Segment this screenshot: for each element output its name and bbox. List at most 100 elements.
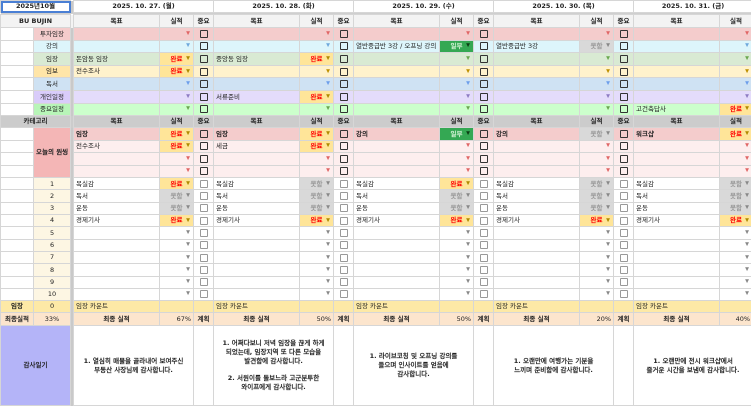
checkbox[interactable] xyxy=(200,68,208,76)
schedule-goal[interactable] xyxy=(494,28,580,41)
result-dropdown[interactable]: ▼ xyxy=(580,251,614,263)
gratitude-diary-entry[interactable]: 1. 어쩌다보니 저녁 임장을 끊게 하게 되었는데, 임장지역 또 다른 모습… xyxy=(214,326,334,406)
routine-goal[interactable]: 운동 xyxy=(494,202,580,214)
checkbox[interactable] xyxy=(340,290,348,298)
routine-goal[interactable]: 목실감 xyxy=(494,178,580,190)
checkbox[interactable] xyxy=(480,241,488,249)
checkbox[interactable] xyxy=(340,105,348,113)
result-dropdown[interactable]: 완료▼ xyxy=(720,103,751,116)
routine-goal[interactable] xyxy=(74,227,160,239)
checkbox[interactable] xyxy=(200,278,208,286)
routine-goal[interactable] xyxy=(634,227,720,239)
result-dropdown[interactable]: 못함▼ xyxy=(440,190,474,202)
result-dropdown[interactable]: 못함▼ xyxy=(580,40,614,53)
checkbox[interactable] xyxy=(340,254,348,262)
routine-goal[interactable]: 목실감 xyxy=(214,178,300,190)
result-dropdown[interactable]: ▼ xyxy=(440,78,474,91)
gratitude-diary-entry[interactable]: 1. 오랜만에 전시 워크샵에서 즐거운 시간을 보냄에 감사합니다. xyxy=(634,326,751,406)
result-dropdown[interactable]: 못함▼ xyxy=(300,178,334,190)
routine-goal[interactable] xyxy=(494,288,580,300)
result-dropdown[interactable]: ▼ xyxy=(580,90,614,103)
onething-goal[interactable]: 전수조사 xyxy=(74,140,160,153)
checkbox[interactable] xyxy=(480,68,488,76)
result-dropdown[interactable]: ▼ xyxy=(720,40,751,53)
routine-goal[interactable]: 목실감 xyxy=(634,178,720,190)
checkbox[interactable] xyxy=(480,204,488,212)
schedule-goal[interactable] xyxy=(214,40,300,53)
checkbox[interactable] xyxy=(340,192,348,200)
routine-goal[interactable] xyxy=(214,264,300,276)
schedule-goal[interactable] xyxy=(634,65,720,78)
checkbox[interactable] xyxy=(200,30,208,38)
routine-goal[interactable] xyxy=(494,227,580,239)
checkbox[interactable] xyxy=(200,266,208,274)
onething-goal[interactable]: 워크샵 xyxy=(634,128,720,141)
routine-goal[interactable]: 독서 xyxy=(494,190,580,202)
routine-goal[interactable] xyxy=(354,288,440,300)
result-dropdown[interactable]: ▼ xyxy=(720,264,751,276)
result-dropdown[interactable]: ▼ xyxy=(300,65,334,78)
checkbox[interactable] xyxy=(620,42,628,50)
onething-goal[interactable]: 강의 xyxy=(494,128,580,141)
routine-goal[interactable] xyxy=(74,264,160,276)
routine-goal[interactable]: 목실감 xyxy=(74,178,160,190)
result-dropdown[interactable]: 완료▼ xyxy=(160,215,194,227)
schedule-goal[interactable] xyxy=(214,28,300,41)
result-dropdown[interactable]: 완료▼ xyxy=(300,140,334,153)
result-dropdown[interactable]: 못함▼ xyxy=(300,202,334,214)
schedule-goal[interactable]: 서류준비 xyxy=(214,90,300,103)
schedule-goal[interactable] xyxy=(74,78,160,91)
schedule-goal[interactable] xyxy=(634,40,720,53)
checkbox[interactable] xyxy=(620,105,628,113)
checkbox[interactable] xyxy=(480,105,488,113)
checkbox[interactable] xyxy=(480,142,488,150)
checkbox[interactable] xyxy=(480,130,488,138)
result-dropdown[interactable]: ▼ xyxy=(160,78,194,91)
onething-goal[interactable] xyxy=(214,165,300,178)
routine-goal[interactable] xyxy=(494,239,580,251)
result-dropdown[interactable]: ▼ xyxy=(580,28,614,41)
checkbox[interactable] xyxy=(620,30,628,38)
routine-goal[interactable] xyxy=(634,288,720,300)
result-dropdown[interactable]: ▼ xyxy=(720,239,751,251)
routine-goal[interactable] xyxy=(634,251,720,263)
result-dropdown[interactable]: ▼ xyxy=(160,288,194,300)
checkbox[interactable] xyxy=(200,155,208,163)
checkbox[interactable] xyxy=(620,241,628,249)
month-cell[interactable]: 2025년10월 xyxy=(1,1,71,13)
checkbox[interactable] xyxy=(200,204,208,212)
schedule-goal[interactable] xyxy=(354,90,440,103)
result-dropdown[interactable]: 완료▼ xyxy=(300,215,334,227)
checkbox[interactable] xyxy=(340,142,348,150)
checkbox[interactable] xyxy=(620,192,628,200)
routine-goal[interactable] xyxy=(214,251,300,263)
schedule-goal[interactable] xyxy=(354,103,440,116)
result-dropdown[interactable]: ▼ xyxy=(300,40,334,53)
result-dropdown[interactable]: ▼ xyxy=(720,28,751,41)
result-dropdown[interactable]: 일부▼ xyxy=(440,40,474,53)
routine-goal[interactable] xyxy=(354,264,440,276)
result-dropdown[interactable]: ▼ xyxy=(160,276,194,288)
schedule-goal[interactable] xyxy=(634,90,720,103)
schedule-goal[interactable] xyxy=(634,78,720,91)
checkbox[interactable] xyxy=(620,180,628,188)
routine-goal[interactable]: 독서 xyxy=(354,190,440,202)
result-dropdown[interactable]: ▼ xyxy=(720,90,751,103)
result-dropdown[interactable]: 완료▼ xyxy=(160,65,194,78)
gratitude-diary-entry[interactable]: 1. 라이브코칭 및 오프닝 강의를 들으며 인사이트를 얻음에 감사합니다. xyxy=(354,326,474,406)
routine-goal[interactable] xyxy=(354,239,440,251)
routine-goal[interactable] xyxy=(214,276,300,288)
schedule-goal[interactable] xyxy=(74,90,160,103)
checkbox[interactable] xyxy=(200,93,208,101)
schedule-goal[interactable] xyxy=(214,65,300,78)
routine-goal[interactable] xyxy=(354,251,440,263)
checkbox[interactable] xyxy=(200,130,208,138)
result-dropdown[interactable]: 못함▼ xyxy=(580,178,614,190)
result-dropdown[interactable]: ▼ xyxy=(580,264,614,276)
schedule-goal[interactable] xyxy=(214,103,300,116)
checkbox[interactable] xyxy=(340,80,348,88)
schedule-goal[interactable] xyxy=(214,78,300,91)
checkbox[interactable] xyxy=(200,105,208,113)
checkbox[interactable] xyxy=(200,192,208,200)
checkbox[interactable] xyxy=(480,290,488,298)
